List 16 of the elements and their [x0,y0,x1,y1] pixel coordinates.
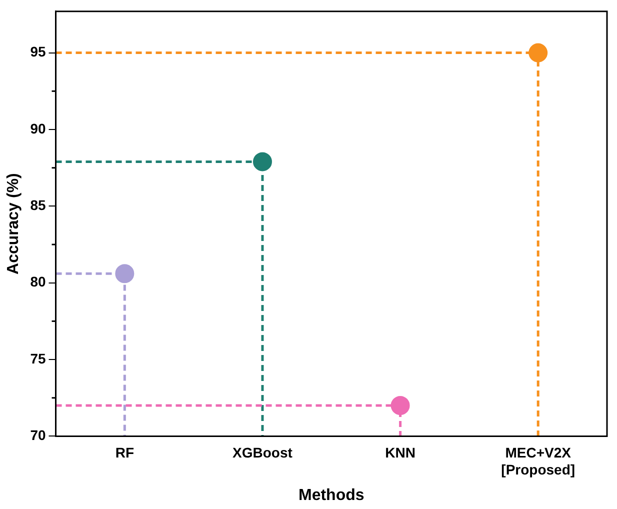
y-tick-label: 75 [30,350,46,366]
x-tick-label: MEC+V2X [Proposed] [501,444,576,478]
y-tick-label: 70 [30,427,46,444]
y-axis-title: Accuracy (%) [5,173,22,274]
x-tick-label: XGBoost [232,444,293,460]
y-tick-label: 90 [30,120,46,136]
x-tick-label: RF [115,444,134,460]
x-axis-title: Methods [298,486,364,504]
point [390,396,410,416]
x-tick-label: KNN [385,444,416,460]
y-tick-label: 95 [30,44,46,60]
point [528,43,548,62]
y-tick-label: 85 [30,197,46,214]
point [115,264,134,284]
y-tick-label: 80 [30,274,46,290]
point [252,152,272,172]
